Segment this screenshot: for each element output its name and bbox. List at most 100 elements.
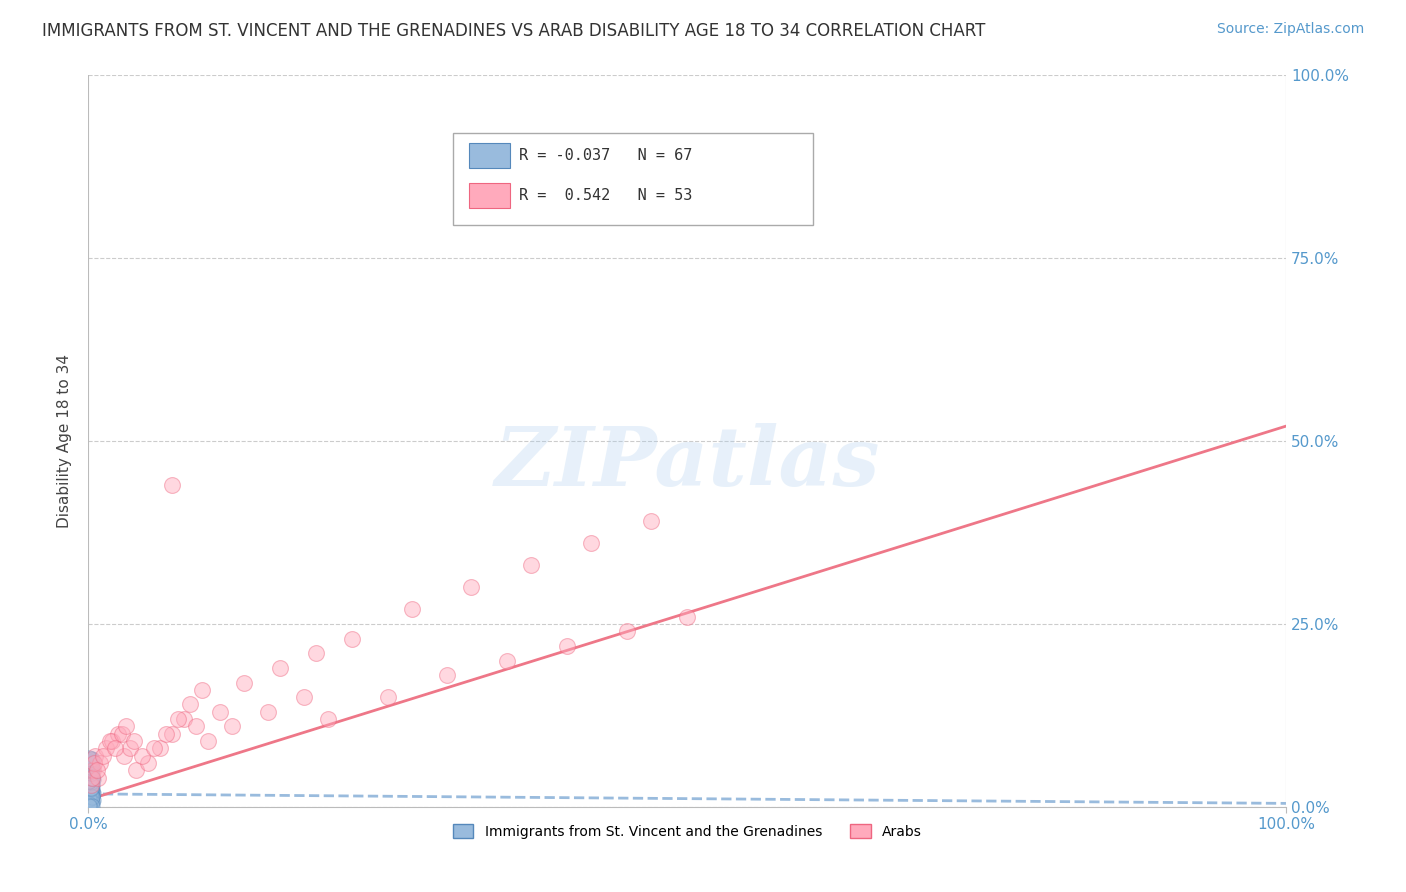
Point [160,727,183,741]
Text: ZIPatlas: ZIPatlas [495,423,880,503]
Point [221,719,243,733]
Point [79,775,101,789]
Point [136,756,159,770]
Point [149,741,172,756]
Point [79,797,101,811]
Point [436,668,458,682]
Point [184,719,207,733]
Point [101,734,124,748]
Point [79,784,101,798]
Text: IMMIGRANTS FROM ST. VINCENT AND THE GRENADINES VS ARAB DISABILITY AGE 18 TO 34 C: IMMIGRANTS FROM ST. VINCENT AND THE GREN… [42,22,986,40]
Point [79,780,101,794]
Point [191,682,214,697]
Point [79,767,101,781]
Point [581,536,603,550]
Point [377,690,399,705]
Point [79,762,101,776]
Point [84,748,107,763]
Point [120,741,142,756]
Point [79,756,101,771]
Point [305,646,328,660]
Point [79,757,101,772]
Point [640,514,662,528]
Point [94,741,117,756]
FancyBboxPatch shape [470,183,510,208]
Point [79,753,101,767]
Point [197,734,219,748]
Point [316,712,339,726]
Point [496,654,519,668]
Point [79,782,101,797]
Text: R = -0.037   N = 67: R = -0.037 N = 67 [519,147,693,162]
Point [80,758,103,772]
Point [80,771,103,785]
Point [340,632,363,646]
Point [79,797,101,812]
Point [82,793,104,807]
Point [80,752,103,766]
Point [83,756,105,770]
Point [80,785,103,799]
Point [98,734,121,748]
Point [79,766,101,780]
Point [79,773,101,788]
Point [79,768,101,782]
Point [79,797,101,811]
Point [79,751,101,765]
Point [173,712,195,726]
Point [79,777,101,791]
Point [86,764,108,778]
Point [87,771,110,785]
Point [79,776,101,790]
Point [107,727,129,741]
Point [80,776,103,790]
Point [79,765,101,780]
Point [179,698,201,712]
Point [79,788,101,802]
Point [122,734,145,748]
Point [208,705,231,719]
Point [89,756,111,770]
Point [232,675,254,690]
Point [555,639,578,653]
Point [79,772,101,787]
Point [79,768,101,782]
Point [79,769,101,783]
Point [91,748,114,763]
Point [79,778,101,792]
Text: R =  0.542   N = 53: R = 0.542 N = 53 [519,188,693,202]
Point [460,580,482,594]
Point [79,763,101,777]
Point [111,727,134,741]
Point [269,661,291,675]
Point [80,772,103,786]
Point [80,789,103,804]
Point [616,624,638,639]
FancyBboxPatch shape [470,143,510,168]
Point [79,764,101,779]
Point [256,705,278,719]
Point [79,778,101,792]
Point [80,764,103,778]
Point [82,772,104,787]
Point [80,795,103,809]
Point [79,752,101,766]
Point [80,789,103,803]
Point [79,790,101,805]
Point [131,748,153,763]
Point [79,760,101,774]
Point [79,785,101,799]
Point [125,764,148,778]
Point [80,761,103,775]
Point [79,754,101,768]
Point [79,771,101,785]
Point [79,793,101,807]
Point [155,727,177,741]
Point [676,609,699,624]
Point [79,781,101,796]
Point [103,741,125,756]
Point [79,764,101,779]
Point [80,783,103,797]
Point [143,741,166,756]
Point [520,558,543,573]
